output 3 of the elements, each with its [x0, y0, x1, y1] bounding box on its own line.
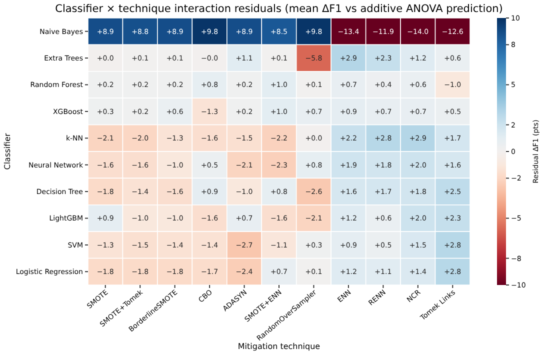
x-axis-title: Mitigation technique [238, 342, 320, 351]
chart-title: Classifier × technique interaction residuals (mean ΔF1 vs additive ANOVA prediction) [55, 3, 503, 15]
y-axis-title: Classifier [3, 132, 12, 170]
